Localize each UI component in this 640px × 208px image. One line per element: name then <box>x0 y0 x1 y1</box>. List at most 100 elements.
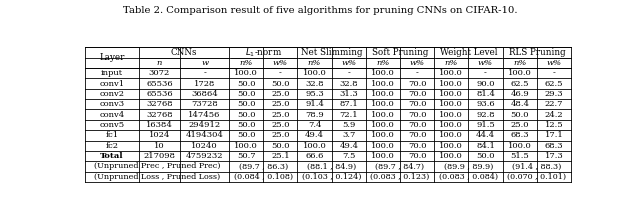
Text: 100.0: 100.0 <box>440 90 463 98</box>
Text: 100.0: 100.0 <box>234 69 258 77</box>
Text: 22.7: 22.7 <box>545 100 563 108</box>
Text: 100.0: 100.0 <box>234 142 258 150</box>
Text: n: n <box>157 59 162 67</box>
Text: 29.3: 29.3 <box>545 90 563 98</box>
Text: Table 2. Comparison result of five algorithms for pruning CNNs on CIFAR-10.: Table 2. Comparison result of five algor… <box>123 6 517 15</box>
Text: 50.0: 50.0 <box>237 80 255 88</box>
Text: (88.1 , 84.9): (88.1 , 84.9) <box>307 162 356 170</box>
Text: 65536: 65536 <box>146 90 173 98</box>
Text: 49.4: 49.4 <box>305 131 324 139</box>
Text: 25.0: 25.0 <box>271 131 290 139</box>
Text: 100.0: 100.0 <box>508 142 532 150</box>
Text: 100.0: 100.0 <box>440 121 463 129</box>
Text: conv1: conv1 <box>99 80 124 88</box>
Text: 50.0: 50.0 <box>237 100 255 108</box>
Text: w%: w% <box>547 59 561 67</box>
Text: 100.0: 100.0 <box>371 152 395 160</box>
Text: 100.0: 100.0 <box>303 69 326 77</box>
Text: 49.4: 49.4 <box>339 142 358 150</box>
Text: 48.4: 48.4 <box>510 100 529 108</box>
Text: w: w <box>201 59 208 67</box>
Text: 32.8: 32.8 <box>305 80 324 88</box>
Text: (89.7 , 86.3): (89.7 , 86.3) <box>239 162 288 170</box>
Text: 1728: 1728 <box>194 80 215 88</box>
Text: (Unpruned Loss , Pruned Loss): (Unpruned Loss , Pruned Loss) <box>94 173 220 181</box>
Text: 32768: 32768 <box>146 111 173 119</box>
Text: 5.9: 5.9 <box>342 121 355 129</box>
Text: RLS Pruning: RLS Pruning <box>509 48 565 57</box>
Text: Soft Pruning: Soft Pruning <box>372 48 428 57</box>
Text: -: - <box>204 69 206 77</box>
Text: $L_1$-norm: $L_1$-norm <box>244 46 282 59</box>
Text: (0.103 , 0.124): (0.103 , 0.124) <box>302 173 362 181</box>
Text: 50.0: 50.0 <box>237 90 255 98</box>
Text: 100.0: 100.0 <box>371 131 395 139</box>
Text: -: - <box>552 69 556 77</box>
Text: Net Slimming: Net Slimming <box>301 48 362 57</box>
Text: conv2: conv2 <box>99 90 124 98</box>
Text: n%: n% <box>376 59 390 67</box>
Text: 50.0: 50.0 <box>511 111 529 119</box>
Text: 12.5: 12.5 <box>545 121 563 129</box>
Text: 50.0: 50.0 <box>237 131 255 139</box>
Text: 50.0: 50.0 <box>237 111 255 119</box>
Text: 25.0: 25.0 <box>271 90 290 98</box>
Text: 4759232: 4759232 <box>186 152 223 160</box>
Text: (89.9 , 89.9): (89.9 , 89.9) <box>444 162 493 170</box>
Text: (0.083 , 0.123): (0.083 , 0.123) <box>371 173 429 181</box>
Text: 78.9: 78.9 <box>305 111 324 119</box>
Text: 147456: 147456 <box>188 111 221 119</box>
Text: 3072: 3072 <box>149 69 170 77</box>
Text: 72.1: 72.1 <box>339 111 358 119</box>
Text: 10: 10 <box>154 142 164 150</box>
Text: 73728: 73728 <box>191 100 218 108</box>
Text: conv3: conv3 <box>99 100 124 108</box>
Text: n%: n% <box>239 59 253 67</box>
Text: 100.0: 100.0 <box>440 69 463 77</box>
Text: 51.5: 51.5 <box>510 152 529 160</box>
Text: n%: n% <box>513 59 527 67</box>
Text: 217098: 217098 <box>143 152 175 160</box>
Text: 50.7: 50.7 <box>237 152 255 160</box>
Text: w%: w% <box>478 59 493 67</box>
Text: 25.0: 25.0 <box>511 121 529 129</box>
Text: w%: w% <box>341 59 356 67</box>
Text: 91.4: 91.4 <box>305 100 324 108</box>
Text: 32768: 32768 <box>146 100 173 108</box>
Text: 70.0: 70.0 <box>408 152 426 160</box>
Text: 90.0: 90.0 <box>476 80 495 88</box>
Text: fc1: fc1 <box>105 131 118 139</box>
Text: (Unpruned Prec , Pruned Prec): (Unpruned Prec , Pruned Prec) <box>94 162 220 170</box>
Text: 100.0: 100.0 <box>371 142 395 150</box>
Text: (89.7 , 84.7): (89.7 , 84.7) <box>376 162 424 170</box>
Text: 68.3: 68.3 <box>545 142 563 150</box>
Text: 100.0: 100.0 <box>371 111 395 119</box>
Text: 70.0: 70.0 <box>408 131 426 139</box>
Text: 25.0: 25.0 <box>271 100 290 108</box>
Text: (91.4 , 88.3): (91.4 , 88.3) <box>512 162 561 170</box>
Text: 25.0: 25.0 <box>271 121 290 129</box>
Text: 100.0: 100.0 <box>371 90 395 98</box>
Text: 70.0: 70.0 <box>408 80 426 88</box>
Text: 62.5: 62.5 <box>511 80 529 88</box>
Text: 24.2: 24.2 <box>545 111 563 119</box>
Text: 100.0: 100.0 <box>440 131 463 139</box>
Text: fc2: fc2 <box>106 142 118 150</box>
Text: 25.0: 25.0 <box>271 111 290 119</box>
Text: 68.3: 68.3 <box>511 131 529 139</box>
Text: 10240: 10240 <box>191 142 218 150</box>
Text: 50.0: 50.0 <box>237 121 255 129</box>
Text: 50.0: 50.0 <box>271 80 290 88</box>
Text: 7.5: 7.5 <box>342 152 355 160</box>
Text: 32.8: 32.8 <box>339 80 358 88</box>
Text: conv5: conv5 <box>99 121 124 129</box>
Text: 91.5: 91.5 <box>476 121 495 129</box>
Text: 100.0: 100.0 <box>371 100 395 108</box>
Text: -: - <box>279 69 282 77</box>
Text: input: input <box>100 69 123 77</box>
Text: 95.3: 95.3 <box>305 90 324 98</box>
Text: 3.7: 3.7 <box>342 131 355 139</box>
Text: 100.0: 100.0 <box>303 142 326 150</box>
Text: 100.0: 100.0 <box>440 142 463 150</box>
Text: w%: w% <box>273 59 288 67</box>
